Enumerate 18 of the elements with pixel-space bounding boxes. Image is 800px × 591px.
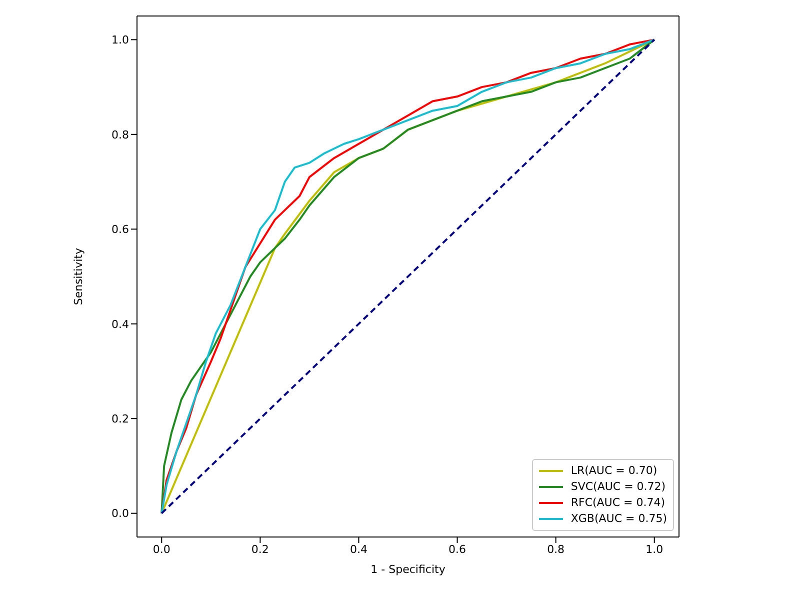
x-tick-label: 0.6 — [448, 542, 466, 556]
x-tick-label: 0.8 — [547, 542, 565, 556]
y-tick-label: 1.0 — [112, 34, 129, 47]
y-tick-label: 0.4 — [112, 318, 129, 331]
x-axis-title: 1 - Specificity — [370, 563, 446, 576]
y-axis-title: Sensitivity — [72, 247, 85, 306]
legend-label: XGB(AUC = 0.75) — [570, 511, 667, 527]
x-tick-label: 0.4 — [350, 542, 368, 556]
legend-label: RFC(AUC = 0.74) — [570, 495, 666, 511]
y-tick-label: 0.8 — [112, 128, 129, 142]
legend-label: SVC(AUC = 0.72) — [570, 479, 666, 495]
y-tick-label: 0.0 — [112, 507, 129, 520]
y-tick-label: 0.6 — [112, 223, 129, 236]
y-tick-label: 0.2 — [112, 412, 129, 426]
x-tick-label: 0.0 — [152, 542, 170, 556]
x-tick-label: 1.0 — [646, 542, 664, 556]
legend-label: LR(AUC = 0.70) — [570, 463, 658, 479]
x-tick-label: 0.2 — [251, 542, 269, 556]
